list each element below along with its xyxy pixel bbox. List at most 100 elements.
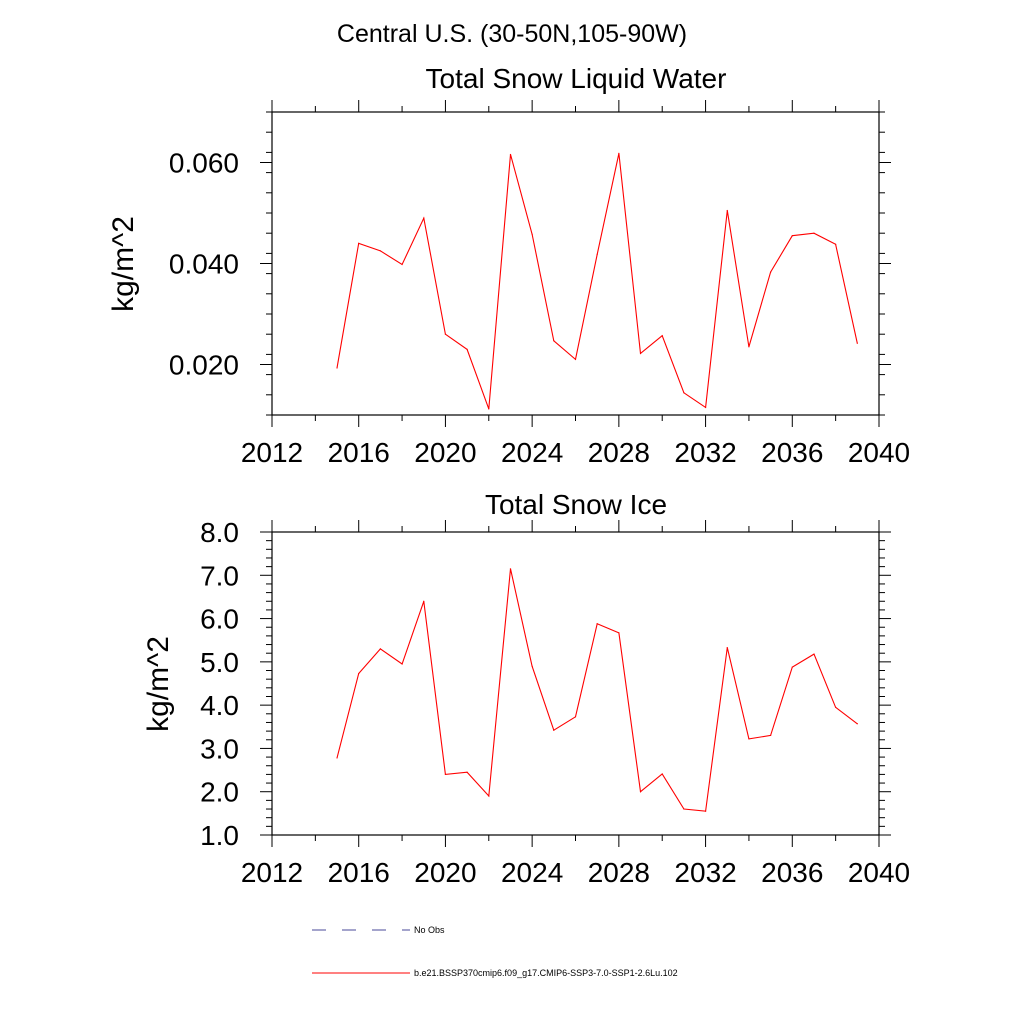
data-point	[856, 342, 858, 344]
data-point	[791, 235, 793, 237]
data-point	[358, 672, 360, 675]
data-point	[683, 808, 685, 810]
x-tick-labels: 2012 2016 2020 2024 2028 2032 2036 2040	[241, 857, 910, 888]
plot-frame	[271, 531, 880, 836]
data-point	[574, 716, 577, 718]
x-tick-labels: 2012 2016 2020 2024 2028 2032 2036 2040	[241, 437, 910, 468]
x-tick-label: 2036	[761, 437, 823, 468]
data-point	[791, 666, 793, 668]
data-point	[748, 738, 750, 740]
data-point	[574, 358, 577, 361]
legend-label: b.e21.BSSP370cmip6.f09_g17.CMIP6-SSP3-7.…	[414, 968, 678, 978]
y-tick-label: 0.060	[169, 148, 239, 179]
data-point	[770, 734, 772, 737]
data-point	[553, 340, 555, 342]
y-tick-label: 3.0	[200, 733, 239, 764]
y-tick-labels: 1.0 2.0 3.0 4.0 5.0 6.0 7.0 8.0	[200, 517, 239, 851]
x-tick-label: 2024	[501, 857, 563, 888]
x-tick-label: 2028	[588, 437, 650, 468]
legend: No Obs b.e21.BSSP370cmip6.f09_g17.CMIP6-…	[312, 925, 678, 978]
data-point	[813, 653, 815, 655]
data-point	[553, 729, 555, 731]
data-point	[683, 392, 685, 394]
x-tick-label: 2036	[761, 857, 823, 888]
y-tick-labels: 0.020 0.040 0.060	[169, 148, 239, 381]
data-point	[531, 233, 533, 235]
x-tick-label: 2016	[328, 857, 390, 888]
data-point	[748, 346, 750, 348]
x-tick-label: 2028	[588, 857, 650, 888]
legend-entry-model: b.e21.BSSP370cmip6.f09_g17.CMIP6-SSP3-7.…	[312, 968, 678, 978]
chart-title: Total Snow Liquid Water	[426, 63, 727, 94]
data-point	[704, 810, 707, 812]
data-point	[358, 242, 360, 244]
data-point	[466, 348, 468, 350]
chart-title: Total Snow Ice	[485, 489, 667, 520]
y-tick-label: 1.0	[200, 820, 239, 851]
y-tick-label: 5.0	[200, 647, 239, 678]
y-tick-label: 6.0	[200, 604, 239, 635]
y-tick-label: 8.0	[200, 517, 239, 548]
series-group	[336, 152, 858, 410]
legend-entry-no-obs: No Obs	[312, 925, 445, 935]
data-point	[661, 773, 663, 775]
y-tick-label: 4.0	[200, 690, 239, 721]
data-point	[596, 253, 598, 256]
x-tick-label: 2012	[241, 857, 303, 888]
y-axis-label: kg/m^2	[142, 636, 175, 732]
chart-panel-snow-liquid-water: Total Snow Liquid Water kg/m^2 2012 2016 2…	[107, 63, 910, 468]
plot-frame	[271, 111, 880, 416]
y-axis-label: kg/m^2	[107, 216, 140, 312]
legend-label: No Obs	[414, 925, 445, 935]
data-point	[401, 663, 403, 665]
data-point	[596, 623, 598, 625]
y-tick-label: 0.020	[169, 350, 239, 381]
data-point	[618, 152, 620, 155]
data-point	[379, 250, 381, 252]
x-tick-marks	[271, 100, 880, 427]
series-group	[336, 568, 858, 812]
data-point	[444, 333, 447, 335]
y-tick-label: 2.0	[200, 777, 239, 808]
x-tick-label: 2020	[414, 437, 476, 468]
data-point	[488, 408, 490, 410]
data-point	[531, 665, 533, 667]
data-point	[423, 600, 425, 602]
data-point	[509, 568, 512, 570]
data-point	[466, 771, 468, 773]
data-point	[639, 791, 642, 793]
y-tick-label: 0.040	[169, 249, 239, 280]
x-tick-label: 2032	[674, 437, 736, 468]
x-tick-label: 2016	[328, 437, 390, 468]
data-point	[856, 723, 858, 725]
data-point	[618, 632, 620, 634]
x-tick-label: 2032	[674, 857, 736, 888]
data-point	[835, 706, 837, 708]
data-point	[336, 367, 338, 369]
data-point	[488, 795, 490, 797]
data-point	[444, 773, 447, 776]
series-line	[336, 153, 858, 410]
data-point	[661, 335, 663, 337]
x-tick-label: 2024	[501, 437, 563, 468]
data-point	[704, 406, 707, 409]
data-point	[401, 263, 403, 266]
y-tick-marks	[260, 531, 891, 836]
super-title: Central U.S. (30-50N,105-90W)	[337, 20, 687, 48]
x-tick-label: 2040	[848, 857, 910, 888]
x-tick-label: 2040	[848, 437, 910, 468]
data-point	[835, 243, 837, 245]
data-point	[813, 232, 815, 234]
data-point	[423, 217, 425, 219]
data-point	[336, 757, 338, 759]
x-tick-marks	[271, 520, 880, 847]
data-point	[639, 352, 642, 354]
x-tick-label: 2012	[241, 437, 303, 468]
data-point	[726, 646, 728, 649]
series-line	[336, 568, 858, 812]
data-point	[379, 648, 381, 650]
x-tick-label: 2020	[414, 857, 476, 888]
y-tick-marks	[260, 111, 891, 416]
data-point	[509, 153, 512, 156]
